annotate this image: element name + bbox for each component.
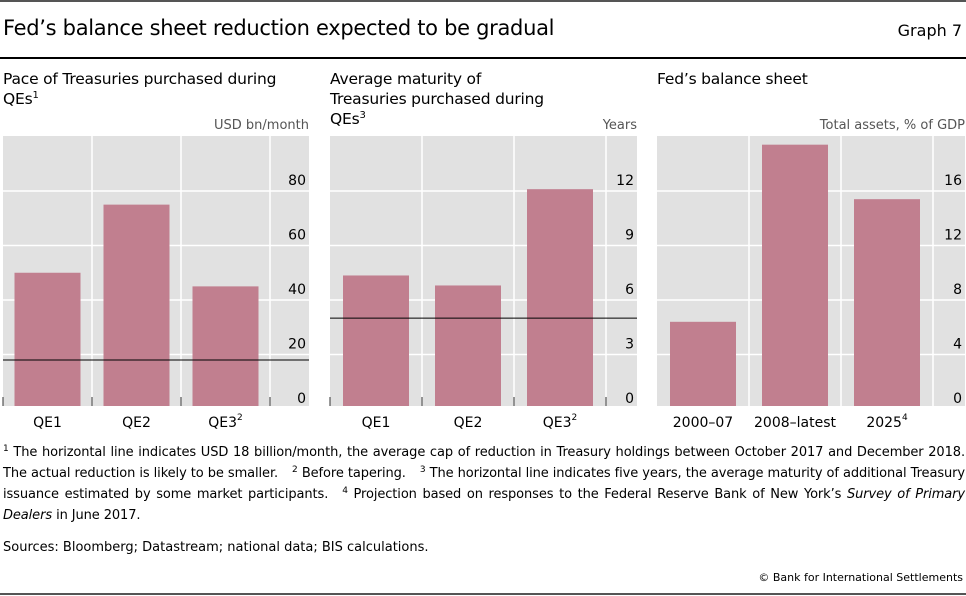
bottom-rule (0, 593, 966, 595)
panel-3-y-tick-label: 0 (953, 391, 962, 407)
panel-2-category-label-3: QE32 (543, 413, 578, 431)
panel-2-y-tick-label: 0 (625, 391, 634, 407)
panel-3-category-label-1: 2000–07 (673, 415, 733, 431)
panel-3-unit-label: Total assets, % of GDP (819, 118, 965, 133)
panel-1-title-footnote: 1 (32, 90, 39, 101)
panel-1-bar-3 (192, 286, 259, 406)
panel-1-bar-2 (103, 204, 170, 406)
panel-1-y-tick-label: 60 (288, 228, 306, 244)
panel-2-title: Average maturity of Treasuries purchased… (330, 69, 560, 129)
panel-1-category-label-2: QE2 (122, 415, 151, 431)
panel-3-y-tick-label: 16 (944, 173, 962, 189)
panel-3-y-tick-label: 4 (953, 337, 962, 353)
panel-1-category-label-3: QE32 (208, 413, 243, 431)
footnote-1-text: The horizontal line indicates USD 18 bil… (3, 445, 965, 481)
panel-2-title-footnote: 3 (359, 110, 366, 121)
panel-3-bar-1 (670, 321, 736, 406)
top-rule (0, 0, 966, 2)
panel-2-bar-3 (527, 189, 593, 406)
panel-1-y-tick-label: 20 (288, 337, 306, 353)
panel-2-y-tick-label: 6 (625, 282, 634, 298)
panel-1-title: Pace of Treasuries purchased during QEs1 (3, 69, 313, 109)
footnote-3-mark: 3 (419, 465, 426, 475)
panel-3-bar-2 (762, 144, 828, 407)
panel-3-category-label-2: 2008–latest (754, 415, 836, 431)
panel-2-bar-2 (435, 285, 501, 406)
panel-2-y-tick-label: 9 (625, 228, 634, 244)
panel-1-unit-label: USD bn/month (214, 118, 309, 133)
footnote-2-text: Before tapering. (301, 466, 406, 481)
panel-3-category-footnote-3: 4 (902, 413, 908, 423)
panel-3-bar-3 (854, 199, 920, 406)
panel-2-bar-1 (343, 275, 409, 406)
copyright: © Bank for International Settlements (758, 571, 963, 584)
footnote-4-text-end: in June 2017. (56, 508, 141, 523)
panel-2-category-label-2: QE2 (454, 415, 483, 431)
footnote-2-mark: 2 (292, 465, 298, 475)
panel-2-category-label-1: QE1 (362, 415, 391, 431)
graph-title: Fed’s balance sheet reduction expected t… (3, 16, 555, 40)
panel-2-category-footnote-3: 2 (572, 413, 578, 423)
panel-2-unit-label: Years (602, 118, 637, 133)
panel-3-title: Fed’s balance sheet (657, 69, 957, 89)
panel-1-y-tick-label: 80 (288, 173, 306, 189)
title-rule (0, 57, 966, 59)
panel-3-y-tick-label: 8 (953, 282, 962, 298)
panel-3-y-tick-label: 12 (944, 228, 962, 244)
panel-3-title-text: Fed’s balance sheet (657, 70, 808, 88)
panel-3-category-label-3: 20254 (866, 413, 908, 431)
panel-1-title-text: Pace of Treasuries purchased during QEs (3, 70, 277, 108)
footnote-4-survey-title: Survey of Primary Dealers (3, 487, 965, 523)
footnote-3-text: The horizontal line indicates five years… (3, 466, 965, 502)
footnotes: 1 The horizontal line indicates USD 18 b… (3, 442, 965, 526)
panel-1-bar-1 (14, 272, 81, 406)
graph-number: Graph 7 (897, 21, 962, 40)
panel-1-y-tick-label: 40 (288, 282, 306, 298)
panel-1-category-label-1: QE1 (33, 415, 62, 431)
panel-2-y-tick-label: 12 (616, 173, 634, 189)
panel-2-y-tick-label: 3 (625, 337, 634, 353)
footnote-4-mark: 4 (342, 486, 348, 496)
panel-1-y-tick-label: 0 (297, 391, 306, 407)
panel-1-category-footnote-3: 2 (237, 413, 243, 423)
footnote-1-mark: 1 (3, 444, 9, 454)
footnote-4-text: Projection based on responses to the Fed… (353, 487, 842, 502)
sources: Sources: Bloomberg; Datastream; national… (3, 540, 429, 555)
panel-2-title-text: Average maturity of Treasuries purchased… (330, 70, 544, 128)
